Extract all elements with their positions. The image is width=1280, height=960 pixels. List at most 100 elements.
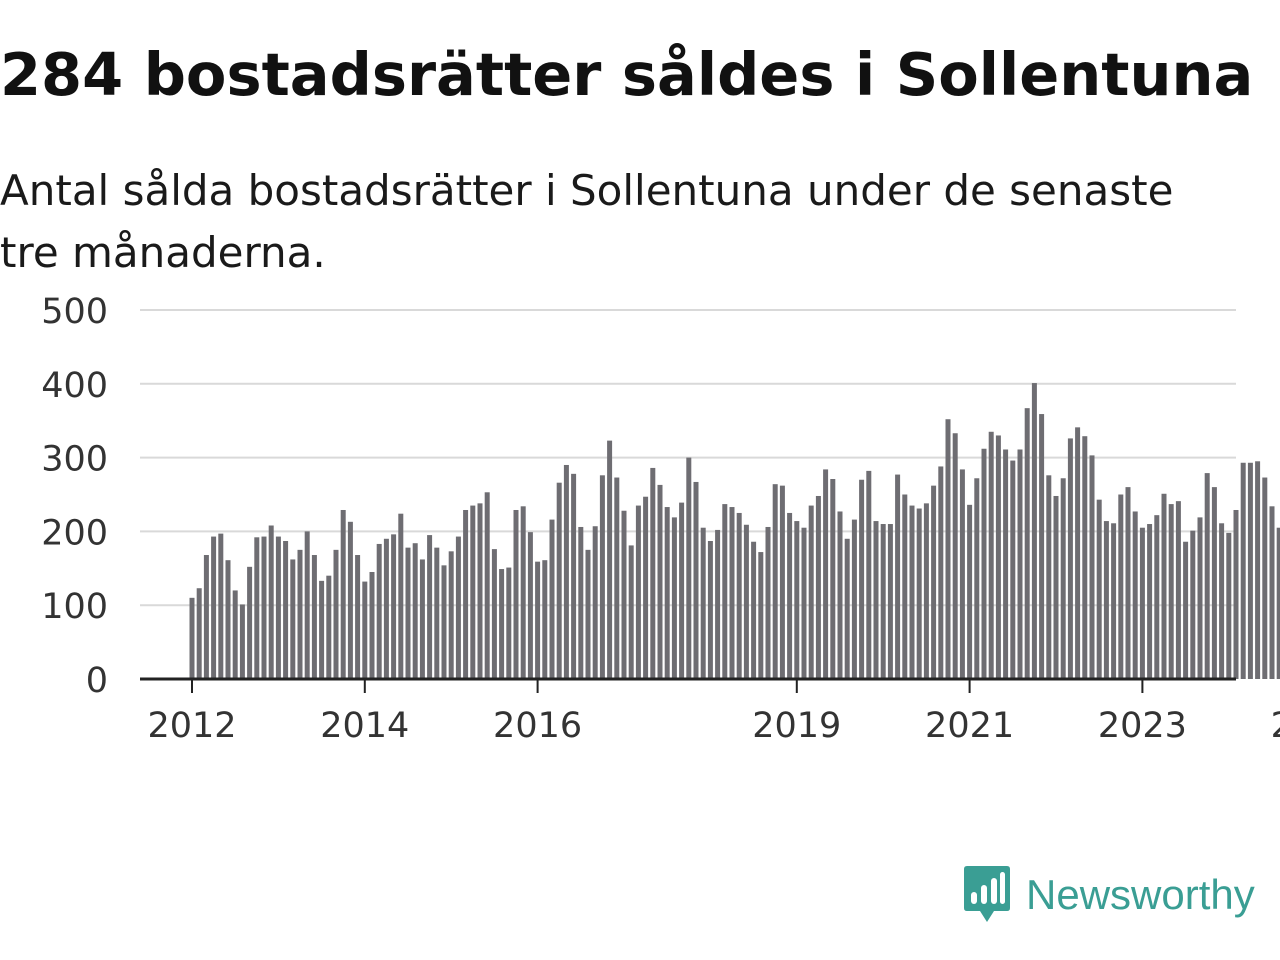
bar xyxy=(959,469,965,679)
x-tick-label: 2016 xyxy=(493,706,582,746)
bar xyxy=(1046,475,1052,679)
bar xyxy=(686,457,692,679)
bar xyxy=(218,533,224,679)
y-tick-label: 200 xyxy=(41,513,108,553)
bar xyxy=(931,485,937,679)
bar xyxy=(247,566,253,679)
bar xyxy=(743,524,749,679)
bar xyxy=(542,560,548,679)
brand-name: Newsworthy xyxy=(1026,871,1255,918)
bar xyxy=(1183,541,1189,679)
bar xyxy=(671,517,677,679)
bar xyxy=(679,502,685,679)
bar xyxy=(988,431,994,679)
y-tick-label: 400 xyxy=(41,366,108,406)
bar xyxy=(967,504,973,679)
bar xyxy=(1039,414,1045,679)
y-tick-label: 500 xyxy=(41,292,108,332)
bar xyxy=(664,507,670,679)
bar xyxy=(232,590,238,679)
bar xyxy=(585,549,591,679)
bar xyxy=(1017,449,1023,679)
bar xyxy=(477,503,483,679)
bar xyxy=(607,440,613,679)
bar xyxy=(1139,527,1145,679)
bar xyxy=(499,569,505,679)
bar xyxy=(772,484,778,679)
bar xyxy=(419,559,425,679)
bar xyxy=(758,552,764,679)
bar xyxy=(1053,495,1059,679)
bar xyxy=(484,492,490,679)
bar xyxy=(1147,524,1153,679)
bar xyxy=(398,513,404,679)
bar xyxy=(290,559,296,679)
bar xyxy=(823,469,829,679)
bar xyxy=(1125,487,1131,679)
bar xyxy=(751,541,757,679)
bar xyxy=(974,478,980,679)
bar xyxy=(830,479,836,679)
bar xyxy=(1075,427,1081,679)
bar xyxy=(1262,477,1268,679)
x-tick-label: 2021 xyxy=(925,706,1014,746)
bar xyxy=(1154,515,1160,679)
bar xyxy=(650,467,656,679)
bar xyxy=(556,482,562,679)
bar xyxy=(844,538,850,679)
bar xyxy=(1024,408,1030,679)
bar xyxy=(621,510,627,679)
bar xyxy=(427,535,433,679)
bar xyxy=(859,479,865,679)
bar xyxy=(693,481,699,679)
bar xyxy=(1190,530,1196,679)
bar xyxy=(520,506,526,679)
bar xyxy=(1096,499,1102,679)
y-tick-label: 300 xyxy=(41,440,108,480)
bar xyxy=(794,521,800,679)
bar xyxy=(1031,383,1037,679)
bar xyxy=(203,555,209,679)
bar xyxy=(225,560,231,679)
bar xyxy=(779,485,785,679)
bar xyxy=(916,508,922,679)
bar xyxy=(729,507,735,679)
x-tick-label: 2014 xyxy=(320,706,409,746)
bar xyxy=(1219,523,1225,679)
bar xyxy=(362,581,368,679)
x-tick-label: 2025 xyxy=(1271,706,1280,746)
bar xyxy=(938,466,944,679)
bar xyxy=(211,536,217,679)
bar xyxy=(736,512,742,679)
bar xyxy=(527,532,533,679)
bar xyxy=(196,588,202,679)
bar xyxy=(283,540,289,679)
bar xyxy=(1168,504,1174,679)
bar xyxy=(1161,493,1167,679)
bar xyxy=(549,519,555,679)
bar xyxy=(1118,494,1124,679)
bar xyxy=(578,526,584,679)
bar xyxy=(470,505,476,679)
chart-subtitle: Antal sålda bostadsrätter i Sollentuna u… xyxy=(0,166,1174,277)
bar xyxy=(448,551,454,679)
bar xyxy=(563,464,569,679)
x-axis: 2012 2014 2016 2019 2021 2023 2025 xyxy=(140,677,1280,746)
bar xyxy=(254,537,260,679)
bar xyxy=(1175,501,1181,679)
bar xyxy=(434,547,440,679)
bar xyxy=(1240,462,1246,679)
bar xyxy=(837,511,843,679)
bar xyxy=(1276,527,1280,679)
bar xyxy=(643,496,649,679)
bar xyxy=(1226,532,1232,679)
bar xyxy=(801,527,807,679)
bar xyxy=(463,509,469,679)
bar xyxy=(895,474,901,679)
bar xyxy=(887,524,893,679)
bar xyxy=(981,448,987,679)
bar xyxy=(1060,478,1066,679)
bar xyxy=(707,540,713,679)
bar xyxy=(880,524,886,679)
gridlines xyxy=(140,309,1236,607)
